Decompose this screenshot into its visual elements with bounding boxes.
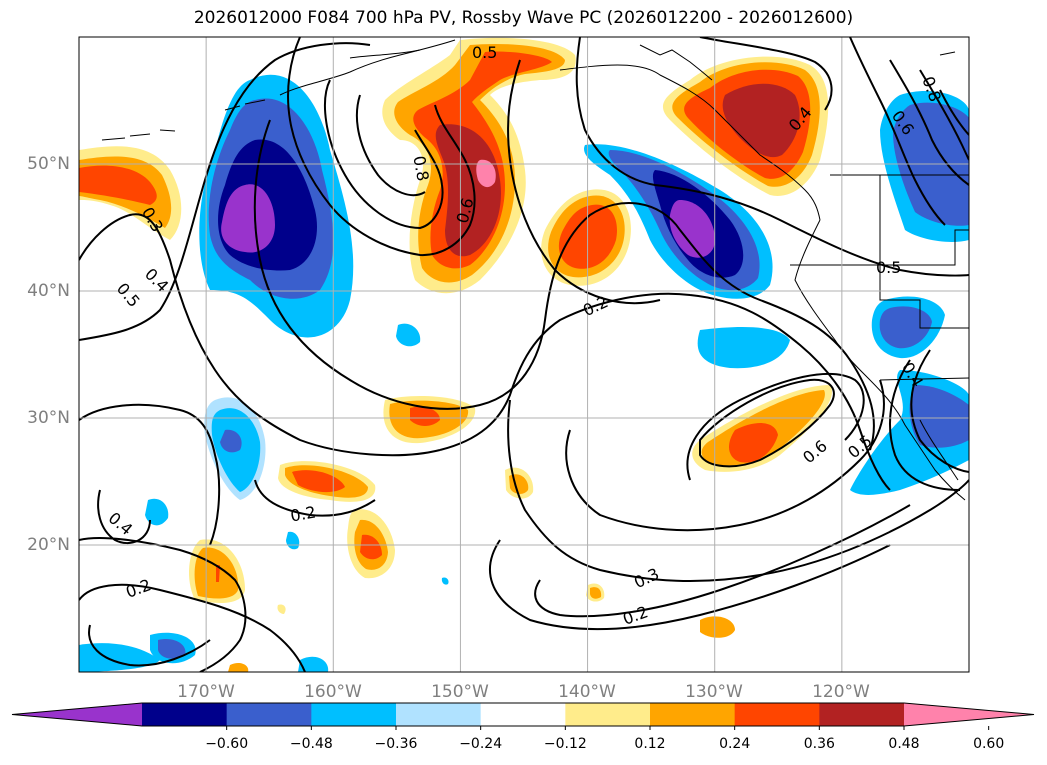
coastlines — [101, 39, 969, 501]
contour-label: 0.8 — [409, 154, 432, 182]
colorbar-segment — [142, 703, 228, 726]
colorbar-tick-label: −0.60 — [205, 736, 248, 752]
colorbar-tick-label: 0.24 — [719, 736, 750, 752]
colorbar-segment — [650, 703, 736, 726]
colorbar-extend-max — [904, 703, 1034, 726]
contour-label: 0.5 — [876, 258, 901, 277]
plot-frame — [78, 36, 970, 673]
colorbar-outline — [11, 702, 1035, 727]
colorbar-segment — [480, 703, 566, 726]
colorbar-tick-label: −0.36 — [375, 736, 418, 752]
colorbar-tick-label: 0.36 — [804, 736, 835, 752]
contour-label: 0.5 — [472, 43, 497, 62]
lat-labels: 50°N 40°N 30°N 20°N — [27, 154, 70, 555]
colorbar-extend-min — [12, 703, 142, 726]
colorbar-tick-label: 0.12 — [634, 736, 665, 752]
lon-label: 160°W — [304, 682, 362, 702]
colorbar-tick-label: 0.60 — [973, 736, 1004, 752]
lon-label: 130°W — [685, 682, 743, 702]
colorbar-segment — [226, 703, 312, 726]
colorbar-tick-label: 0.48 — [888, 736, 919, 752]
lat-label: 50°N — [27, 154, 70, 174]
lat-label: 20°N — [27, 535, 70, 555]
lon-label: 140°W — [558, 682, 616, 702]
colorbar-segment — [819, 703, 905, 726]
contour-label: 0.2 — [289, 502, 317, 525]
lon-label: 120°W — [812, 682, 870, 702]
graticule — [79, 37, 969, 672]
lon-labels: 170°W 160°W 150°W 140°W 130°W 120°W — [177, 682, 870, 702]
lat-label: 30°N — [27, 408, 70, 428]
colorbar-tick-label: −0.12 — [544, 736, 587, 752]
colorbar-tick-label: −0.24 — [459, 736, 502, 752]
colorbar-segment — [734, 703, 820, 726]
colorbar-segment — [311, 703, 397, 726]
lon-label: 170°W — [177, 682, 235, 702]
colorbar-segment — [565, 703, 651, 726]
colorbar: −0.60 −0.48 −0.36 −0.24 −0.12 0.12 0.24 0.36 0.4… — [11, 702, 1035, 752]
lat-label: 40°N — [27, 281, 70, 301]
map-title: 2026012000 F084 700 hPa PV, Rossby Wave … — [193, 8, 854, 28]
lon-label: 150°W — [431, 682, 489, 702]
contours — [79, 37, 969, 672]
colorbar-tick-label: −0.48 — [290, 736, 333, 752]
colorbar-segment — [396, 703, 482, 726]
